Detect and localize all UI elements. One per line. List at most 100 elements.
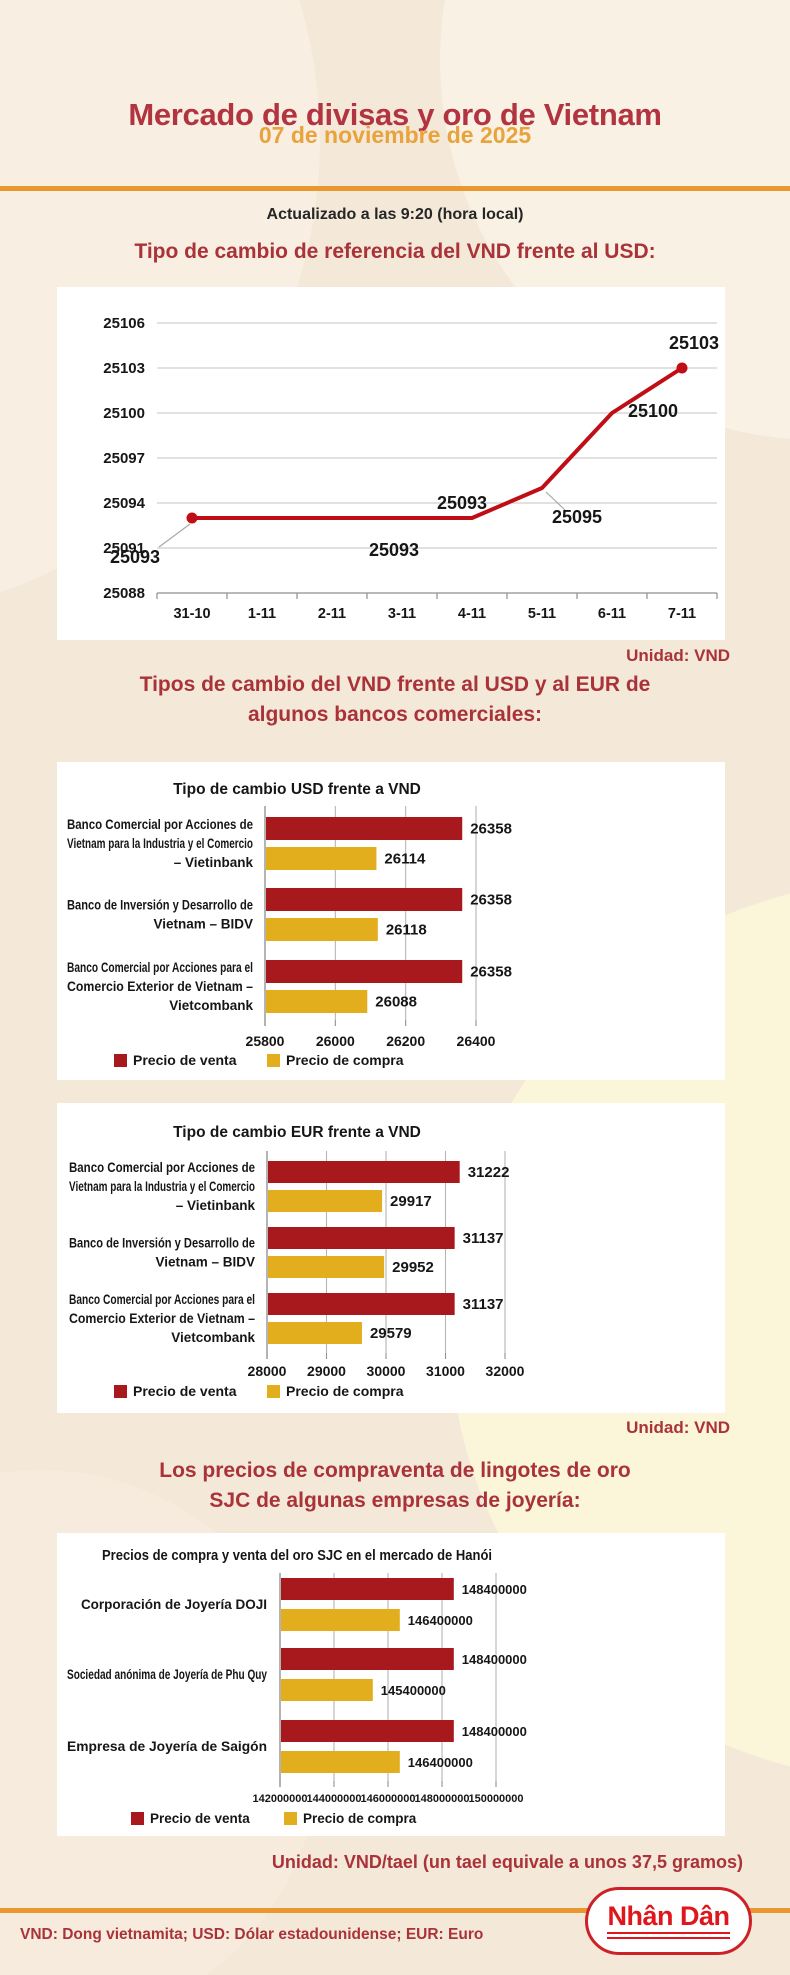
legend-label: Precio de compra xyxy=(286,1383,404,1399)
data-label: 25103 xyxy=(669,333,719,353)
buy-value-label: 26088 xyxy=(375,994,417,1011)
x-axis-label: 3-11 xyxy=(388,606,416,622)
sell-value-label: 26358 xyxy=(470,821,512,838)
unit-note-1: Unidad: VND xyxy=(626,646,730,665)
category-label: Vietnam para la Industria y el Comercio xyxy=(69,1179,255,1194)
legend-swatch xyxy=(267,1054,280,1067)
x-axis-label: 146000000 xyxy=(360,1793,415,1805)
legend-label: Precio de venta xyxy=(133,1383,237,1399)
top-divider xyxy=(0,186,790,191)
y-axis-label: 25106 xyxy=(103,315,145,332)
category-label: Vietnam – BIDV xyxy=(153,917,253,932)
y-axis-label: 25097 xyxy=(103,450,145,467)
unit-note-2: Unidad: VND xyxy=(626,1418,730,1437)
category-label: Banco Comercial por Acciones para el xyxy=(67,960,253,975)
sell-bar xyxy=(266,817,463,840)
section-heading-gold-line1: Los precios de compraventa de lingotes d… xyxy=(159,1459,631,1482)
reference-rate-line-chart-panel: 25106 25103 25100 25097 25094 25091 25088 31-10… xyxy=(57,287,725,640)
unit-note-gold: Unidad: VND/tael (un tael equivale a uno… xyxy=(271,1852,743,1872)
buy-value-label: 26114 xyxy=(384,851,426,868)
category-label: Banco de Inversión y Desarrollo de xyxy=(67,898,253,913)
section-heading-reference-rate: Tipo de cambio de referencia del VND fre… xyxy=(134,240,656,263)
legend-swatch xyxy=(131,1812,144,1825)
sell-bar xyxy=(268,1161,460,1183)
data-label: 25100 xyxy=(628,401,678,421)
x-axis-label: 30000 xyxy=(367,1363,406,1379)
buy-bar xyxy=(266,918,378,941)
x-axis-label: 6-11 xyxy=(598,606,626,622)
panel-usd-svg: Tipo de cambio USD frente a VND 25800 2600… xyxy=(67,781,512,1068)
category-label: Sociedad anónima de Joyería de Phu Quy xyxy=(67,1667,267,1682)
page-date: 07 de noviembre de 2025 xyxy=(258,122,532,148)
sell-value-label: 148400000 xyxy=(462,1582,527,1597)
category-label: Comercio Exterior de Vietnam – xyxy=(69,1311,255,1326)
data-label: 25093 xyxy=(437,493,487,513)
buy-bar xyxy=(268,1256,385,1278)
brand-badge: Nhân Dân xyxy=(585,1887,752,1955)
sell-value-label: 148400000 xyxy=(462,1724,527,1739)
brand-logo-text: Nhân Dân xyxy=(607,1903,730,1939)
category-label: Banco Comercial por Acciones para el xyxy=(69,1292,255,1307)
category-label: Comercio Exterior de Vietnam – xyxy=(67,979,253,994)
page-title: Mercado de divisas y oro de Vietnam xyxy=(128,96,662,132)
usd-bar-chart-panel: Tipo de cambio USD frente a VND 25800 2600… xyxy=(57,762,725,1080)
rate-line xyxy=(192,366,684,520)
category-label: Vietcombank xyxy=(171,1330,255,1345)
legend-label: Precio de venta xyxy=(150,1811,250,1826)
eur-bar-chart-panel: Tipo de cambio EUR frente a VND 28000 2900… xyxy=(57,1103,725,1413)
sell-value-label: 31137 xyxy=(463,1296,504,1313)
buy-value-label: 29917 xyxy=(390,1193,432,1210)
data-point xyxy=(676,362,688,374)
section-heading-bank-rates-line1: Tipos de cambio del VND frente al USD y … xyxy=(139,673,651,696)
sell-bar xyxy=(281,1648,454,1670)
sell-value-label: 26358 xyxy=(470,892,512,909)
y-axis-label: 25103 xyxy=(103,360,145,377)
updated-note: Actualizado a las 9:20 (hora local) xyxy=(266,206,524,223)
y-axis-label: 25094 xyxy=(103,495,145,512)
panel-gold-svg: Precios de compra y venta del oro SJC en… xyxy=(67,1548,527,1826)
category-label: Banco Comercial por Acciones de xyxy=(67,817,253,832)
category-label: Vietcombank xyxy=(169,998,253,1013)
category-label: – Vietinbank xyxy=(176,1198,256,1213)
x-axis-label: 7-11 xyxy=(668,606,696,622)
buy-bar xyxy=(281,1609,400,1631)
gold-bar-chart-panel: Precios de compra y venta del oro SJC en… xyxy=(57,1533,725,1836)
buy-value-label: 29952 xyxy=(392,1259,434,1276)
legend-label: Precio de venta xyxy=(133,1052,237,1068)
category-label: Vietnam – BIDV xyxy=(155,1255,255,1270)
x-axis-label: 32000 xyxy=(486,1363,525,1379)
buy-bar xyxy=(281,1751,400,1773)
sell-value-label: 26358 xyxy=(470,964,512,981)
chart-title: Tipo de cambio EUR frente a VND xyxy=(173,1124,421,1141)
buy-bar xyxy=(266,847,377,870)
legend-swatch xyxy=(267,1385,280,1398)
x-axis-label: 142000000 xyxy=(252,1793,307,1805)
sell-value-label: 31222 xyxy=(468,1164,510,1181)
sell-value-label: 148400000 xyxy=(462,1652,527,1667)
legend-label: Precio de compra xyxy=(286,1052,404,1068)
x-axis-label: 29000 xyxy=(307,1363,346,1379)
legend-label: Precio de compra xyxy=(303,1811,417,1826)
x-axis-label: 2-11 xyxy=(318,606,346,622)
data-label: 25093 xyxy=(369,540,419,560)
category-label: – Vietinbank xyxy=(174,855,254,870)
category-label: Empresa de Joyería de Saigón xyxy=(67,1739,267,1754)
category-label: Vietnam para la Industria y el Comercio xyxy=(67,836,253,851)
category-label: Banco de Inversión y Desarrollo de xyxy=(69,1236,255,1251)
x-axis-label: 26400 xyxy=(457,1033,496,1049)
legend-swatch xyxy=(114,1385,127,1398)
legend-swatch xyxy=(284,1812,297,1825)
sell-value-label: 31137 xyxy=(463,1230,504,1247)
reference-rate-line-chart: 25106 25103 25100 25097 25094 25091 25088 31-10… xyxy=(103,315,719,622)
section-heading-bank-rates: Tipos de cambio del VND frente al USD y … xyxy=(0,670,790,730)
sell-bar xyxy=(268,1293,455,1315)
buy-bar xyxy=(268,1190,383,1212)
x-axis-label: 25800 xyxy=(246,1033,285,1049)
category-label: Corporación de Joyería DOJI xyxy=(81,1597,267,1612)
y-axis-label: 25100 xyxy=(103,405,145,422)
buy-bar xyxy=(268,1322,362,1344)
x-axis-label: 1-11 xyxy=(248,606,276,622)
buy-value-label: 29579 xyxy=(370,1325,412,1342)
sell-bar xyxy=(266,960,463,983)
